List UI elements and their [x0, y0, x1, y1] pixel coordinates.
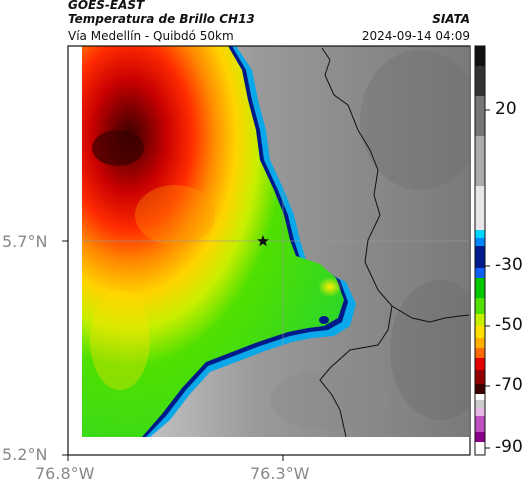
department-border: [321, 47, 469, 323]
datetime-label: 2024-09-14 04:09: [361, 29, 470, 43]
department-border-south: [319, 305, 393, 437]
colorbar-label-minus30: -30: [495, 255, 523, 275]
lat-tick-5-7: 5.7°N: [2, 232, 48, 251]
org-label: SIATA: [432, 12, 470, 26]
lat-tick-5-2: 5.2°N: [2, 445, 48, 464]
colorbar-label-minus70: -70: [495, 375, 523, 395]
star-icon: [257, 235, 269, 247]
colorbar: [474, 45, 490, 456]
product-title: Temperatura de Brillo CH13: [68, 12, 255, 26]
colorbar-label-20: 20: [495, 99, 517, 119]
lon-tick-76-8: 76.8°W: [35, 464, 95, 483]
region-label: Vía Medellín - Quibdó 50km: [68, 29, 234, 43]
map-border: [67, 45, 471, 456]
cold-cloud-top: [82, 46, 344, 437]
colorbar-label-minus50: -50: [495, 315, 523, 335]
colorbar-label-minus90: -90: [495, 437, 523, 457]
lon-tick-76-3: 76.3°W: [250, 464, 310, 483]
satellite-name: GOES-EAST: [68, 0, 145, 12]
